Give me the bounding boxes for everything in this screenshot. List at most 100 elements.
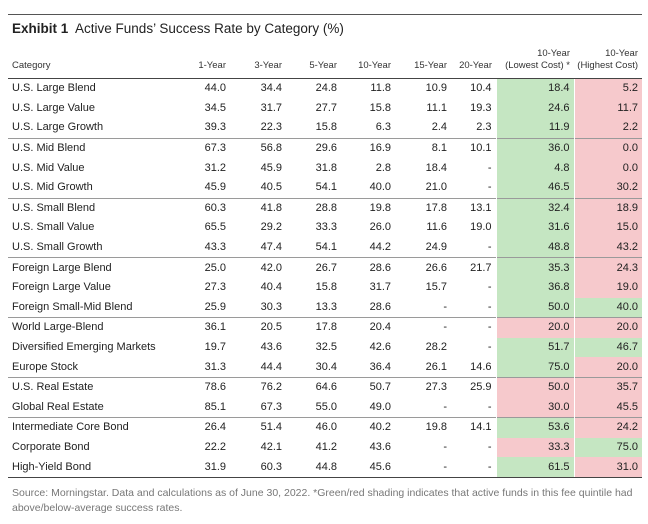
- value-cell-3-year: 29.2: [260, 221, 282, 234]
- category-cell: Global Real Estate: [12, 400, 104, 413]
- value-cell-20-year: 19.3: [470, 101, 492, 114]
- value-cell-20-year: -: [451, 317, 496, 338]
- value-cell-15-year: -: [395, 317, 451, 338]
- highest-cost-cell: 46.7: [573, 337, 642, 358]
- category-cell: Foreign Large Value: [12, 281, 111, 294]
- lowest-cost-cell: 36.0: [495, 137, 574, 159]
- value-cell-5-year: 55.0: [315, 400, 337, 413]
- value-cell-1-year: 43.3: [204, 241, 226, 254]
- value-cell-3-year: 60.3: [230, 457, 286, 478]
- value-cell-10-year: 15.8: [369, 101, 391, 114]
- value-cell-5-year: 30.4: [315, 360, 337, 373]
- value-cell-15-year: 21.0: [425, 181, 447, 194]
- value-cell-5-year: 15.8: [315, 281, 337, 294]
- category-cell: U.S. Small Blend: [8, 197, 180, 219]
- table-row: Global Real Estate 85.1 67.3 55.0 49.0- -30.0…: [8, 397, 642, 418]
- value-cell-1-year: 60.3: [180, 197, 230, 219]
- header-3-year: 3-Year: [230, 40, 286, 79]
- value-cell-1-year: 34.5: [204, 101, 226, 114]
- value-cell-5-year: 31.8: [315, 161, 337, 174]
- lowest-cost-cell: 4.8: [495, 158, 574, 178]
- header-10-year-lowest-cost: 10-Year (Lowest Cost) *: [496, 40, 574, 79]
- table-row: Intermediate Core Bond 26.4 51.4 46.0 40.2 19…: [8, 417, 642, 438]
- value-cell-10-year: 44.2: [369, 241, 391, 254]
- value-cell-3-year: 42.0: [230, 257, 286, 278]
- value-cell-20-year: 25.9: [451, 376, 496, 398]
- value-cell-1-year: 39.3: [204, 121, 226, 134]
- value-cell-10-year: 40.2: [341, 417, 395, 438]
- value-cell-3-year: 47.4: [260, 241, 282, 254]
- header-1-year: 1-Year: [180, 40, 230, 79]
- value-cell-20-year: 14.1: [451, 417, 496, 438]
- table-row: U.S. Mid Value 31.2 45.9 31.8 2.8 18.4 -4.8 0.0: [8, 158, 642, 178]
- highest-cost-cell: 19.0: [573, 277, 642, 298]
- table-row: World Large-Blend 36.1 20.5 17.8 20.4- -20.0 2…: [8, 317, 642, 338]
- value-cell-3-year: 40.4: [260, 281, 282, 294]
- exhibit-title-text: Active Funds’ Success Rate by Category (…: [75, 21, 344, 36]
- value-cell-5-year: 17.8: [286, 317, 341, 338]
- header-5-year: 5-Year: [286, 40, 341, 79]
- lowest-cost-cell: 50.0: [495, 376, 574, 398]
- value-cell-10-year: 2.8: [375, 161, 391, 174]
- value-cell-20-year: 13.1: [451, 197, 496, 219]
- lowest-cost-cell: 35.3: [495, 257, 574, 278]
- value-cell-10-year: 42.6: [369, 341, 391, 354]
- table-row: Foreign Large Blend 25.0 42.0 26.7 28.6 26.6 2…: [8, 257, 642, 278]
- lowest-cost-cell: 46.5: [495, 177, 574, 199]
- category-cell: Corporate Bond: [12, 440, 90, 453]
- value-cell-3-year: 56.8: [230, 137, 286, 159]
- table-row: U.S. Small Blend 60.3 41.8 28.8 19.8 17.8 13.1…: [8, 197, 642, 219]
- table-row: Diversified Emerging Markets 19.7 43.6 32.5…: [8, 337, 642, 358]
- highest-cost-cell: 24.2: [573, 417, 642, 438]
- table-row: Foreign Large Value 27.3 40.4 15.8 31.7 15.7 -…: [8, 277, 642, 298]
- category-cell: Foreign Large Blend: [8, 257, 180, 278]
- value-cell-15-year: -: [395, 457, 451, 478]
- highest-cost-cell: 2.2: [573, 118, 642, 139]
- value-cell-20-year: 14.6: [470, 360, 492, 373]
- value-cell-1-year: 25.0: [180, 257, 230, 278]
- highest-cost-cell: 30.2: [573, 177, 642, 199]
- category-cell: High-Yield Bond: [8, 457, 180, 478]
- value-cell-20-year: -: [487, 241, 492, 254]
- value-cell-10-year: 31.7: [369, 281, 391, 294]
- value-cell-20-year: 10.4: [470, 82, 492, 95]
- category-cell: Diversified Emerging Markets: [12, 341, 156, 354]
- value-cell-3-year: 43.6: [260, 341, 282, 354]
- table-body: U.S. Large Blend 44.0 34.4 24.8 11.8 10.9 10.4…: [8, 78, 642, 478]
- value-cell-10-year: 16.9: [341, 137, 395, 159]
- value-cell-5-year: 32.5: [315, 341, 337, 354]
- lowest-cost-cell: 33.3: [495, 437, 574, 458]
- value-cell-1-year: 85.1: [204, 400, 226, 413]
- value-cell-3-year: 34.4: [260, 82, 282, 95]
- category-cell: World Large-Blend: [8, 317, 180, 338]
- value-cell-1-year: 22.2: [204, 440, 226, 453]
- table-row: U.S. Small Value 65.5 29.2 33.3 26.0 11.6 19.0…: [8, 218, 642, 238]
- value-cell-10-year: 28.6: [369, 300, 391, 313]
- value-cell-20-year: -: [487, 181, 492, 194]
- category-cell: U.S. Large Blend: [12, 82, 96, 95]
- value-cell-15-year: 18.4: [425, 161, 447, 174]
- lowest-cost-cell: 32.4: [495, 197, 574, 219]
- lowest-cost-cell: 20.0: [495, 317, 574, 338]
- value-cell-5-year: 33.3: [315, 221, 337, 234]
- header-row: Category 1-Year 3-Year 5-Year 10-Year 15…: [8, 40, 642, 79]
- footnote: Source: Morningstar. Data and calculatio…: [12, 487, 633, 514]
- highest-cost-cell: 15.0: [573, 218, 642, 238]
- value-cell-20-year: -: [487, 161, 492, 174]
- lowest-cost-cell: 53.6: [495, 417, 574, 438]
- value-cell-15-year: 11.6: [426, 221, 447, 234]
- lowest-cost-cell: 30.0: [495, 397, 574, 418]
- highest-cost-cell: 35.7: [573, 376, 642, 398]
- value-cell-1-year: 67.3: [180, 137, 230, 159]
- exhibit-title: Exhibit 1 Active Funds’ Success Rate by …: [12, 21, 344, 36]
- value-cell-15-year: 10.9: [425, 82, 447, 95]
- header-10-year-highest-cost: 10-Year (Highest Cost): [574, 40, 642, 79]
- value-cell-1-year: 65.5: [204, 221, 226, 234]
- value-cell-3-year: 40.5: [260, 181, 282, 194]
- value-cell-3-year: 67.3: [260, 400, 282, 413]
- category-cell: U.S. Large Growth: [12, 121, 104, 134]
- value-cell-10-year: 26.0: [369, 221, 391, 234]
- value-cell-20-year: -: [451, 457, 496, 478]
- value-cell-15-year: 15.7: [425, 281, 447, 294]
- value-cell-10-year: 20.4: [341, 317, 395, 338]
